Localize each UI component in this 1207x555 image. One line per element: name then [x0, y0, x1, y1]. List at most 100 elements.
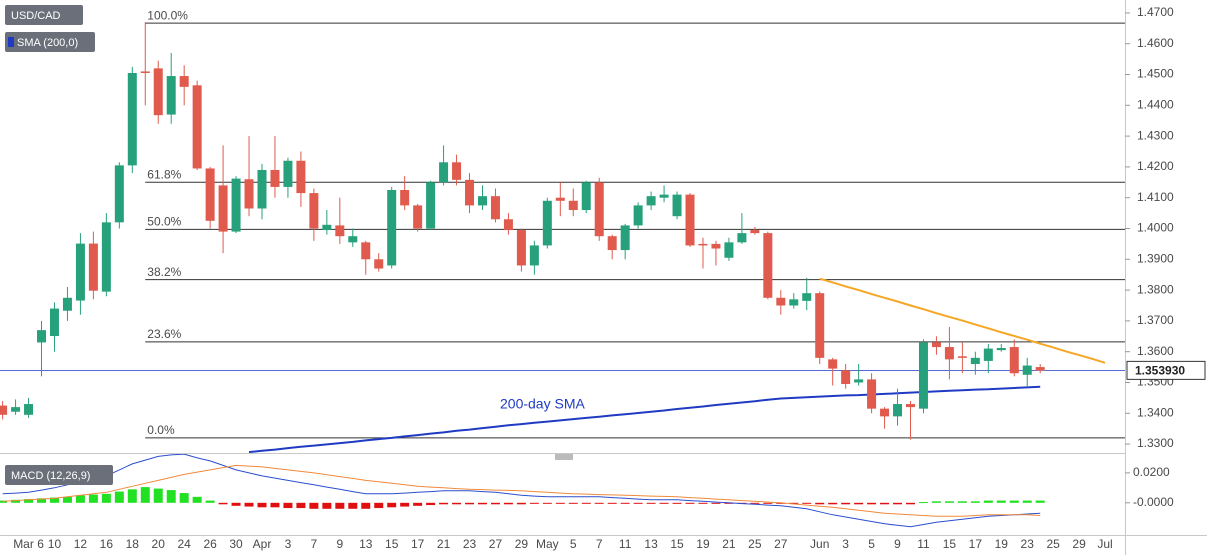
- candle-body: [944, 347, 954, 360]
- x-tick-label: Apr: [253, 537, 272, 551]
- y-tick-label: 1.3800: [1137, 282, 1174, 296]
- candle-body: [620, 225, 630, 251]
- trendline: [819, 277, 1106, 364]
- candle-body: [361, 242, 371, 260]
- x-tick-label: 7: [311, 537, 318, 551]
- x-tick-label: 16: [100, 537, 114, 551]
- x-tick-label: 21: [722, 537, 736, 551]
- x-tick-label: 26: [203, 537, 217, 551]
- candle-body: [11, 407, 21, 412]
- candle-body: [555, 197, 565, 201]
- macd-title-box: [5, 465, 113, 485]
- histogram-bar: [957, 501, 967, 503]
- histogram-bar: [309, 502, 319, 509]
- histogram-bar: [114, 491, 124, 503]
- candle-body: [387, 190, 397, 266]
- histogram-bar: [841, 502, 851, 505]
- candle-body: [114, 165, 124, 223]
- chart-title: USD/CAD: [11, 10, 61, 22]
- histogram-bar: [400, 502, 410, 507]
- candle-body: [996, 347, 1006, 351]
- x-tick-label: 27: [774, 537, 788, 551]
- x-tick-label: 15: [670, 537, 684, 551]
- candle-body: [270, 169, 280, 187]
- histogram-bar: [257, 502, 267, 508]
- candle-body: [101, 222, 111, 292]
- sma-line: [248, 385, 1041, 453]
- x-tick-label: May: [536, 537, 559, 551]
- histogram-bar: [205, 500, 215, 503]
- histogram-bar: [387, 502, 397, 508]
- candle-body: [452, 162, 462, 180]
- histogram-bar: [659, 502, 669, 504]
- x-tick-label: 25: [1046, 537, 1060, 551]
- y-tick-label: -0.0000: [1133, 495, 1174, 509]
- candle-body: [1009, 347, 1019, 374]
- histogram-bar: [724, 502, 734, 504]
- x-tick-label: 11: [619, 537, 632, 551]
- candle-body: [698, 243, 708, 246]
- histogram-bar: [153, 488, 163, 503]
- candle-body: [724, 242, 734, 258]
- y-tick-label: 0.0200: [1133, 465, 1170, 479]
- y-tick-label: 1.3700: [1137, 313, 1174, 327]
- candle-body: [542, 200, 552, 246]
- candle-body: [62, 297, 72, 311]
- fib-label: 0.0%: [147, 423, 175, 437]
- fib-label: 23.6%: [147, 327, 181, 341]
- x-tick-label: Jul: [1097, 537, 1112, 551]
- histogram-bar: [335, 502, 345, 509]
- candle-body: [374, 259, 384, 269]
- histogram-bar: [166, 490, 176, 503]
- y-tick-label: 1.4500: [1137, 67, 1174, 81]
- histogram-bar: [348, 502, 358, 509]
- candle-body: [439, 162, 449, 183]
- histogram-bar: [698, 502, 708, 504]
- candle-body: [906, 404, 915, 408]
- histogram-bar: [192, 496, 202, 503]
- macd-title: MACD (12,26,9): [11, 470, 90, 482]
- candle-body: [75, 243, 85, 301]
- legend-label: SMA (200,0): [17, 37, 78, 49]
- x-tick-label: 5: [868, 537, 875, 551]
- x-tick-label: 15: [943, 537, 957, 551]
- x-tick-label: 18: [126, 537, 140, 551]
- x-tick-label: 24: [178, 537, 192, 551]
- candle-body: [465, 179, 475, 206]
- histogram-bar: [477, 502, 487, 505]
- macd-panel: [0, 454, 1045, 528]
- y-tick-label: 1.4200: [1137, 159, 1174, 173]
- histogram-bar: [218, 502, 228, 505]
- histogram-bar: [893, 502, 903, 505]
- candle-body: [776, 297, 786, 306]
- x-tick-label: 21: [437, 537, 451, 551]
- candle-body: [88, 243, 98, 291]
- legend-box: [5, 32, 95, 52]
- y-tick-label: 1.4300: [1137, 128, 1174, 142]
- candle-body: [218, 185, 228, 232]
- histogram-bar: [620, 502, 630, 504]
- candle-body: [893, 404, 903, 417]
- x-tick-label: 13: [644, 537, 658, 551]
- legend-swatch: [8, 37, 14, 47]
- last-price-box: [1126, 360, 1206, 380]
- x-tick-label: 9: [894, 537, 901, 551]
- candle-body: [659, 194, 669, 198]
- candle-body: [763, 233, 773, 298]
- histogram-bar: [763, 502, 773, 504]
- x-tick-label: 30: [229, 537, 243, 551]
- candle-body: [931, 342, 941, 348]
- candle-body: [970, 357, 980, 365]
- histogram-bar: [555, 502, 565, 504]
- histogram-bar: [11, 499, 21, 503]
- candle-body: [516, 230, 526, 266]
- candle-body: [140, 71, 150, 73]
- candle-body: [711, 243, 721, 249]
- macd-line: [2, 454, 1041, 528]
- candle-body: [335, 225, 345, 237]
- candle-body: [1022, 365, 1032, 375]
- candle-body: [153, 68, 163, 116]
- x-tick-label: 17: [969, 537, 983, 551]
- candle-body: [918, 342, 928, 409]
- candle-body: [490, 196, 500, 220]
